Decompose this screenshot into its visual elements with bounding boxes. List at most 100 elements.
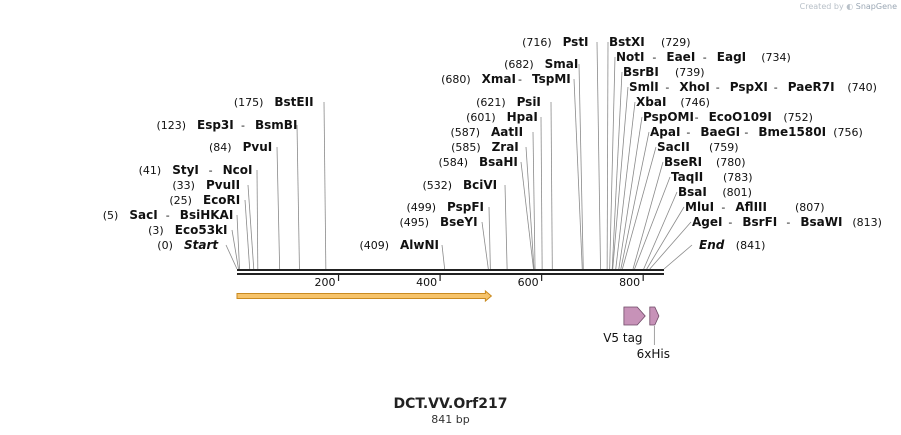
site-bsrbi-label: (739) BsrBI — [623, 65, 705, 79]
site-bsrbi-position: (739) — [675, 66, 705, 79]
site-pvuii-label: (33) PvuII — [172, 178, 240, 192]
site-bsteii-leader — [323, 101, 327, 270]
site-ecori-label: (25) EcoRI — [169, 193, 240, 207]
site-aatii-leader — [532, 131, 536, 270]
site-bseyi-label: (495) BseYI — [400, 215, 478, 229]
site-name-styi: StyI — [172, 163, 199, 177]
site-name-esp3i: Esp3I — [197, 118, 234, 132]
site-name-smli: SmlI — [629, 80, 659, 94]
site-bsahi-position: (584) — [439, 156, 469, 169]
site-bstxi-leader — [606, 41, 609, 270]
site-aatii-position: (587) — [451, 126, 481, 139]
site-esp3i-position: (123) — [157, 119, 187, 132]
site-noti-separator-2: - — [703, 51, 707, 64]
site-smli-label: (740)SmlI - XhoI - PspXI - PaeR7I — [629, 80, 877, 94]
site-pspomi-position: (752) — [783, 111, 813, 124]
site-name-afliii: AflIII — [735, 200, 767, 214]
site-name-tspmi: TspMI — [532, 72, 571, 86]
sequence-title: DCT.VV.Orf217 — [393, 396, 508, 412]
site-start-leader — [225, 244, 238, 270]
site-bstxi-position: (729) — [661, 36, 691, 49]
site-bsteii-label: (175) BstEII — [234, 95, 314, 109]
site-noti-leader — [609, 56, 616, 270]
site-name-smai: SmaI — [545, 57, 579, 71]
site-pvui-position: (84) — [209, 141, 232, 154]
site-aatii-label: (587) AatII — [451, 125, 524, 139]
site-smli-separator-3: - — [774, 81, 778, 94]
site-esp3i-leader — [296, 124, 300, 270]
site-name-bme1580i: Bme1580I — [758, 125, 826, 139]
orf-track — [236, 289, 493, 303]
site-pspomi-leader — [618, 116, 643, 270]
site-bsrbi-leader — [611, 71, 623, 270]
site-psii-position: (621) — [476, 96, 506, 109]
site-esp3i-label: (123) Esp3I - BsmBI — [157, 118, 298, 132]
site-styi-position: (41) — [139, 164, 162, 177]
site-smai-position: (682) — [504, 58, 534, 71]
site-psti-leader — [596, 41, 601, 270]
site-name-end: End — [699, 238, 725, 252]
site-name-ncoi: NcoI — [223, 163, 253, 177]
site-apai-leader — [620, 131, 650, 270]
site-hpai-leader — [540, 116, 543, 270]
site-name-alwni: AlwNI — [400, 238, 439, 252]
site-zrai-leader — [525, 146, 535, 270]
site-bseri-label: (780) BseRI — [664, 155, 746, 169]
site-hpai-label: (601) HpaI — [466, 110, 538, 124]
site-zrai-position: (585) — [451, 141, 481, 154]
site-name-ecori: EcoRI — [203, 193, 240, 207]
site-mlui-position: (807) — [795, 201, 825, 214]
site-agei-leader — [649, 221, 692, 270]
site-saci-separator-1: - — [166, 209, 170, 222]
site-smai-label: (682) SmaI — [504, 57, 578, 71]
site-apai-separator-1: - — [686, 126, 690, 139]
site-eco53ki-label: (3) Eco53kI — [148, 223, 227, 237]
site-apai-position: (756) — [833, 126, 863, 139]
site-name-bstxi: BstXI — [609, 35, 645, 49]
site-name-bsrfi: BsrFI — [742, 215, 777, 229]
site-bseyi-position: (495) — [400, 216, 430, 229]
site-name-ecoo109i: EcoO109I — [709, 110, 772, 124]
site-name-sacii: SacII — [657, 140, 690, 154]
site-name-bseri: BseRI — [664, 155, 702, 169]
orf-arrow — [236, 289, 493, 303]
site-bsahi-label: (584) BsaHI — [439, 155, 518, 169]
feature-track: V5 tag 6xHis — [603, 306, 670, 361]
site-bsahi-leader — [520, 161, 534, 270]
site-name-mlui: MluI — [685, 200, 714, 214]
site-smli-separator-2: - — [716, 81, 720, 94]
site-xbai-label: (746) XbaI — [636, 95, 710, 109]
site-name-bsteii: BstEII — [274, 95, 313, 109]
site-bsai-leader — [643, 191, 678, 270]
site-apai-label: (756)ApaI - BaeGI - Bme1580I — [650, 125, 863, 139]
site-mlui-label: (807) MluI - AflIII — [685, 200, 825, 214]
site-name-bsawi: BsaWI — [800, 215, 842, 229]
site-saci-leader — [236, 214, 240, 270]
site-name-noti: NotI — [616, 50, 645, 64]
tick-label-800: 800 — [619, 276, 640, 289]
feature-6xhis — [649, 306, 660, 326]
feature-v5-tag — [623, 306, 646, 326]
site-styi-label: (41) StyI - NcoI — [139, 163, 253, 177]
site-ecori-leader — [244, 199, 251, 270]
site-name-hpai: HpaI — [507, 110, 538, 124]
tick-label-600: 600 — [518, 276, 539, 289]
site-pspfi-position: (499) — [407, 201, 437, 214]
site-name-pspxi: PspXI — [730, 80, 768, 94]
site-agei-separator-2: - — [786, 216, 790, 229]
site-psti-label: (716) PstI — [522, 35, 588, 49]
sequence-backbone — [237, 269, 664, 275]
site-name-bsrbi: BsrBI — [623, 65, 659, 79]
site-alwni-leader — [441, 244, 446, 270]
site-pspfi-leader — [488, 206, 491, 270]
site-xmai-label: (680) XmaI - TspMI — [441, 72, 571, 86]
site-saci-label: (5) SacI - BsiHKAI — [103, 208, 234, 222]
site-eco53ki-leader — [231, 229, 239, 270]
site-hpai-position: (601) — [466, 111, 496, 124]
site-name-bseyi: BseYI — [440, 215, 478, 229]
site-styi-separator-1: - — [209, 164, 213, 177]
title-block: DCT.VV.Orf217 841 bp — [0, 396, 901, 426]
tick-label-200: 200 — [315, 276, 336, 289]
site-name-pspfi: PspFI — [447, 200, 484, 214]
